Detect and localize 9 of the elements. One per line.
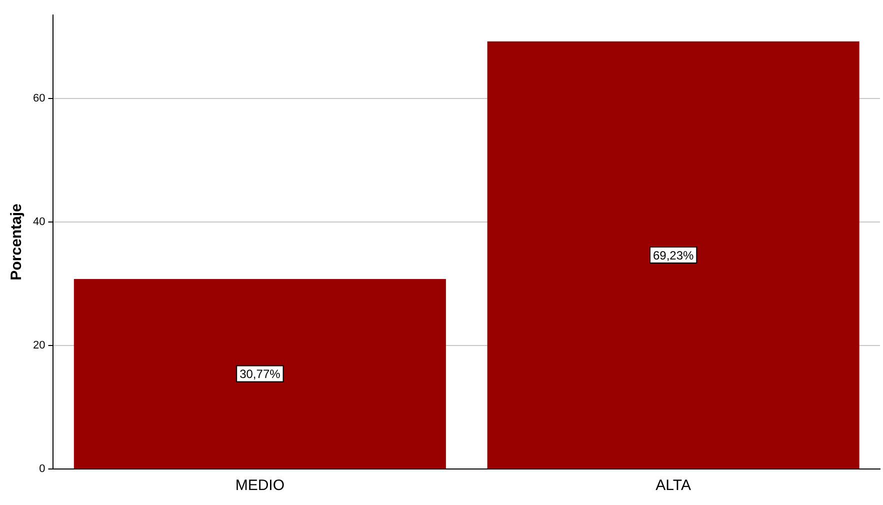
data-label: 30,77% xyxy=(240,367,281,382)
y-tick-label: 0 xyxy=(39,463,46,476)
y-axis-title: Porcentaje xyxy=(8,204,26,280)
y-tick-label: 40 xyxy=(32,216,46,228)
y-tick-label: 20 xyxy=(32,339,46,352)
data-label: 69,23% xyxy=(652,248,694,262)
y-tick-label: 60 xyxy=(32,92,46,104)
x-tick-label: ALTA xyxy=(656,477,691,494)
x-tick-label: MEDIO xyxy=(235,477,285,494)
